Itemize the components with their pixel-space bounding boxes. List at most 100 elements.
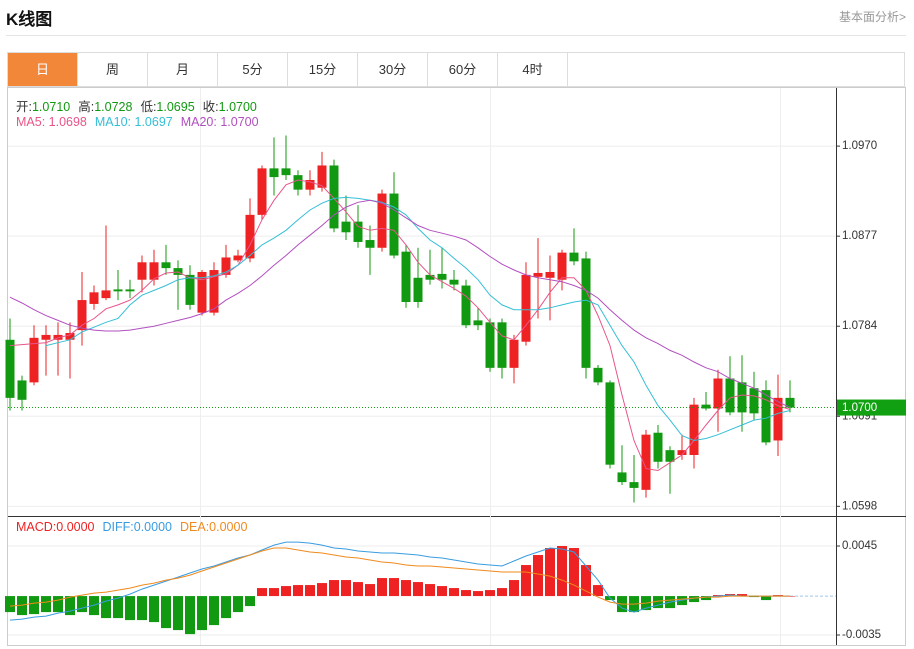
- macd-bar: [5, 596, 15, 613]
- candle-body: [725, 378, 735, 413]
- macd-bar: [521, 565, 531, 597]
- macd-bar: [245, 596, 255, 607]
- macd-bar: [41, 596, 51, 613]
- macd-bar: [293, 585, 303, 597]
- candle-body: [245, 214, 255, 259]
- indicator-line: [9, 199, 791, 408]
- candle-body: [461, 285, 471, 326]
- candle-body: [761, 390, 771, 443]
- macd-bar: [53, 596, 63, 613]
- macd-bar: [413, 582, 423, 597]
- info-value: 1.0700: [218, 100, 257, 114]
- macd-bar: [365, 584, 375, 597]
- macd-bar: [713, 595, 723, 597]
- macd-bar: [401, 580, 411, 597]
- candle-body: [665, 450, 675, 462]
- candle-body: [149, 262, 159, 280]
- info-label: 收:: [202, 100, 219, 114]
- period-tab[interactable]: 30分: [358, 53, 428, 86]
- candle-body: [29, 337, 39, 383]
- macd-bar: [329, 580, 339, 597]
- candle-body: [257, 168, 267, 215]
- candle-body: [113, 289, 123, 292]
- legend-entry: DEA:0.0000: [180, 520, 248, 534]
- legend-entry: DIFF:0.0000: [102, 520, 172, 534]
- candle-body: [485, 322, 495, 368]
- candle-body: [281, 168, 291, 176]
- candle-body: [557, 252, 567, 280]
- macd-bar: [389, 578, 399, 597]
- candle-body: [5, 339, 15, 398]
- period-tab[interactable]: 5分: [218, 53, 288, 86]
- candle-body: [377, 193, 387, 248]
- macd-bar: [593, 585, 603, 597]
- candle-body: [413, 277, 423, 302]
- candle-body: [185, 274, 195, 305]
- candle-body: [449, 279, 459, 285]
- candle-body: [737, 382, 747, 413]
- macd-bar: [437, 586, 447, 597]
- legend-entry: MA20: 1.0700: [180, 115, 259, 129]
- candle-body: [77, 300, 87, 331]
- macd-bar: [173, 596, 183, 631]
- candle-body: [473, 320, 483, 326]
- fundamental-link[interactable]: 基本面分析>: [838, 10, 906, 24]
- info-label: 低:: [140, 100, 157, 114]
- macd-bar: [689, 596, 699, 603]
- candle-body: [389, 193, 399, 256]
- candle-body: [233, 255, 243, 261]
- period-tabs: 日周月 5分 15分 30分 60分 4时: [7, 52, 905, 87]
- info-value: 1.0695: [156, 100, 195, 114]
- info-label: 开:: [16, 100, 32, 114]
- candle-body: [365, 240, 375, 248]
- period-tab[interactable]: 月: [148, 53, 218, 86]
- macd-bar: [257, 588, 267, 597]
- candle-body: [437, 273, 447, 280]
- candle-body: [545, 271, 555, 278]
- macd-bar: [185, 596, 195, 635]
- candle-body: [89, 292, 99, 304]
- y-tick-label: 1.0877: [842, 230, 877, 242]
- candle-body: [593, 367, 603, 383]
- macd-bar: [197, 596, 207, 631]
- candle-body: [353, 221, 363, 242]
- period-tab[interactable]: 15分: [288, 53, 358, 86]
- candle-body: [41, 334, 51, 340]
- macd-bar: [77, 596, 87, 613]
- candle-body: [653, 432, 663, 462]
- candle-body: [605, 382, 615, 465]
- divider: [6, 35, 906, 36]
- macd-bar: [113, 596, 123, 619]
- info-label: 高:: [78, 100, 95, 114]
- candle-body: [785, 397, 795, 408]
- macd-bar: [473, 591, 483, 597]
- candle-body: [581, 258, 591, 368]
- period-tab[interactable]: 4时: [498, 53, 568, 86]
- macd-bar: [305, 585, 315, 597]
- candle-body: [701, 404, 711, 409]
- period-tab[interactable]: 60分: [428, 53, 498, 86]
- candle-body: [329, 165, 339, 229]
- macd-bar: [761, 596, 771, 601]
- macd-bar: [125, 596, 135, 621]
- macd-bar: [317, 583, 327, 597]
- candle-body: [749, 388, 759, 414]
- candle-body: [137, 262, 147, 280]
- candle-body: [65, 332, 75, 340]
- ma-legend: MA5: 1.0698 MA10: 1.0697 MA20: 1.0700: [16, 115, 267, 129]
- candle-body: [293, 175, 303, 190]
- candle-body: [641, 434, 651, 490]
- current-price-box: [837, 399, 906, 416]
- macd-bar: [149, 596, 159, 623]
- candle-body: [317, 165, 327, 188]
- macd-bar: [581, 565, 591, 597]
- macd-bar: [425, 584, 435, 597]
- period-tab[interactable]: 周: [78, 53, 148, 86]
- period-tab[interactable]: 日: [8, 53, 78, 86]
- y-tick-label: -0.0035: [842, 629, 881, 641]
- candle-body: [173, 268, 183, 275]
- candle-body: [101, 290, 111, 299]
- candle-body: [341, 221, 351, 233]
